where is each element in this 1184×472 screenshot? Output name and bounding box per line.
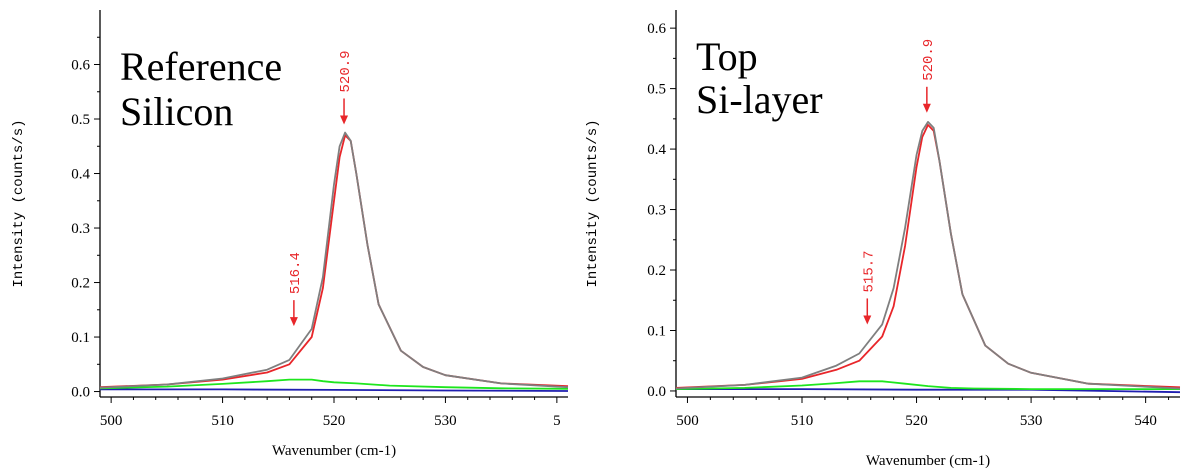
- y-tick-label: 0.6: [71, 58, 90, 74]
- x-tick-label: 510: [211, 413, 234, 429]
- panel-top-si-layer: 0.0 0.1 0.2 0.3 0.4 0.5 0.6 500 510 520 530 540 Wave…: [585, 10, 1181, 469]
- y-axis-title: Intensity (counts/s): [585, 119, 601, 287]
- series-line-2: [99, 378, 569, 390]
- y-tick-label: 0.5: [647, 82, 666, 98]
- y-tick-label: 0.4: [71, 167, 90, 183]
- y-tick-label: 0.2: [647, 263, 666, 279]
- peak-label: 520.9: [921, 39, 937, 81]
- x-axis-title: Wavenumber (cm-1): [866, 453, 990, 469]
- peak-label: 516.4: [288, 252, 304, 294]
- x-tick-label: 530: [434, 413, 457, 429]
- peak-label: 520.9: [338, 50, 354, 92]
- panel-title-line-1: Top: [696, 34, 758, 79]
- x-tick-label: 530: [1020, 413, 1043, 429]
- series-line-3: [100, 388, 569, 392]
- panel-title-line-2: Silicon: [120, 89, 233, 134]
- x-tick-label: 520: [905, 413, 928, 429]
- panel-title-line-1: Reference: [120, 44, 282, 89]
- series-line-0: [675, 124, 1181, 389]
- series-line-0: [99, 134, 569, 389]
- peak-label: 515.7: [861, 250, 877, 292]
- series-line-3: [676, 388, 1181, 394]
- y-tick-label: 0.3: [71, 221, 90, 237]
- y-tick-label: 0.6: [647, 21, 666, 37]
- panel-title-line-2: Si-layer: [696, 77, 823, 122]
- x-tick-label: 540: [1134, 413, 1157, 429]
- series-line-2: [675, 380, 1180, 391]
- peak-arrow-head: [922, 103, 931, 113]
- peak-arrow-head: [863, 315, 872, 325]
- y-tick-label: 0.3: [647, 203, 666, 219]
- y-tick-label: 0.5: [71, 112, 90, 128]
- series-line-1: [675, 121, 1181, 390]
- y-tick-label: 0.4: [647, 142, 666, 158]
- y-axis-title: Intensity (counts/s): [11, 119, 27, 287]
- x-tick-label: 5: [553, 413, 561, 429]
- y-tick-label: 0.0: [647, 384, 666, 400]
- x-tick-label: 500: [676, 413, 699, 429]
- x-tick-label: 510: [791, 413, 814, 429]
- y-tick-label: 0.2: [71, 276, 90, 292]
- peak-arrow-head: [340, 115, 349, 125]
- y-tick-label: 0.1: [71, 330, 90, 346]
- peak-arrow-head: [289, 317, 298, 327]
- x-tick-label: 500: [100, 413, 123, 429]
- panel-reference-silicon: 0.0 0.1 0.2 0.3 0.4 0.5 0.6 500 510 520 530 5 Wavenu…: [11, 10, 569, 459]
- series-line-1: [99, 131, 569, 389]
- y-tick-label: 0.0: [71, 385, 90, 401]
- x-axis-title: Wavenumber (cm-1): [272, 443, 396, 459]
- y-tick-label: 0.1: [647, 323, 666, 339]
- x-tick-label: 520: [323, 413, 346, 429]
